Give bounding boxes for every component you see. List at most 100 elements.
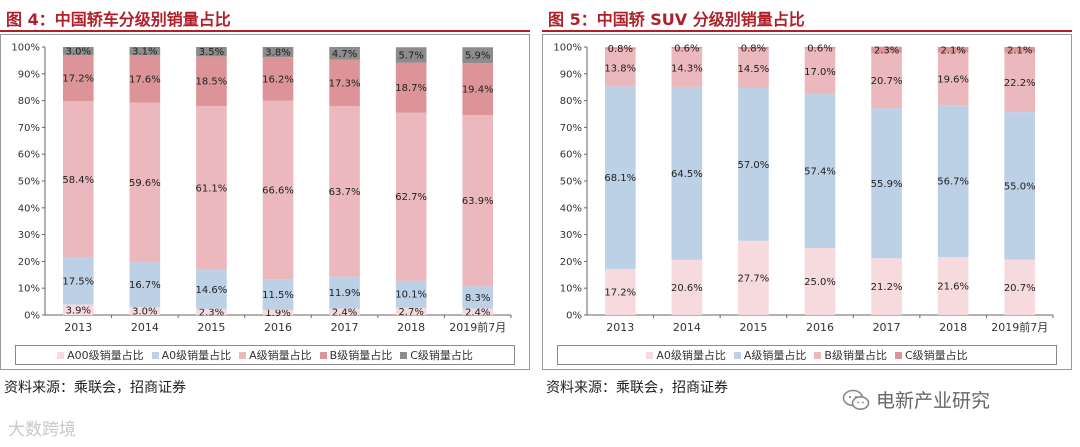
bar-segment — [62, 47, 94, 56]
bar-segment — [129, 47, 161, 56]
bar-segment — [262, 279, 294, 310]
data-label: 55.0% — [1004, 181, 1036, 192]
chart-area: 0% 10% 20% 30% 40% 50% 60% 70% 80% 90% 100% 17.2% 68… — [542, 34, 1072, 370]
data-label: 11.9% — [329, 288, 361, 299]
data-label: 2.3% — [874, 45, 899, 56]
bar-segment — [196, 56, 227, 106]
legend-item: A级销量占比 — [239, 347, 312, 363]
data-label: 0.6% — [674, 43, 699, 54]
y-tick-label: 40% — [18, 203, 40, 214]
y-tick-label: 90% — [18, 69, 40, 80]
data-label: 0.8% — [608, 44, 633, 55]
x-tick-label: 2018 — [939, 321, 967, 334]
sedan-stacked-bar-chart: 0% 10% 20% 30% 40% 50% 60% 70% 80% 90% 100% 3.9% 17.… — [11, 43, 512, 334]
sedan-chart-panel: 图 4：中国轿车分级别销量占比 0% 10% 20% 30% 40% 50% 60% 70% 8… — [0, 0, 535, 447]
legend-label: A级销量占比 — [743, 349, 807, 362]
data-label: 18.7% — [395, 83, 427, 94]
data-label: 57.4% — [804, 167, 836, 178]
data-label: 8.3% — [465, 293, 490, 304]
wechat-watermark: 电新产业研究 — [842, 386, 990, 413]
data-label: 0.6% — [807, 43, 832, 54]
data-label: 21.6% — [937, 282, 969, 293]
y-tick-label: 70% — [560, 123, 582, 134]
bar-segment — [196, 47, 227, 57]
bar-segment — [871, 52, 902, 109]
bar-segment — [62, 257, 94, 305]
data-label: 2.4% — [465, 307, 490, 318]
suv-stacked-bar-chart: 0% 10% 20% 30% 40% 50% 60% 70% 80% 90% 100% 17.2% 68… — [553, 43, 1054, 334]
y-tick-label: 100% — [11, 43, 40, 54]
bar-segment — [738, 88, 769, 241]
data-label: 5.7% — [398, 50, 423, 61]
legend-swatch — [239, 351, 247, 359]
bar-segment — [329, 47, 360, 60]
bar-segment — [462, 286, 494, 309]
x-tick-label: 2019前7月 — [449, 320, 506, 334]
bar-segment — [937, 257, 969, 315]
y-tick-label: 100% — [553, 43, 582, 54]
bar-segment — [871, 108, 902, 259]
x-tick-label: 2013 — [606, 321, 634, 334]
bar-segment — [395, 62, 427, 113]
x-tick-label: 2017 — [873, 321, 901, 334]
legend-swatch — [646, 351, 654, 359]
data-label: 10.1% — [395, 290, 427, 301]
legend-item: A00级销量占比 — [57, 347, 144, 363]
wechat-icon — [842, 389, 870, 410]
data-label: 25.0% — [804, 277, 836, 288]
y-tick-label: 80% — [560, 96, 582, 107]
data-label: 3.9% — [66, 305, 91, 316]
legend-item: C级销量占比 — [894, 347, 968, 363]
legend-swatch — [57, 351, 65, 359]
x-tick-label: 2019前7月 — [991, 320, 1048, 334]
data-label: 62.7% — [395, 192, 427, 203]
data-label: 11.5% — [262, 290, 294, 301]
legend-swatch — [894, 351, 902, 359]
data-label: 3.1% — [132, 47, 157, 58]
source-note: 资料来源：乘联会，招商证券 — [546, 380, 728, 396]
bar-segment — [671, 48, 703, 87]
chart-title: 图 4：中国轿车分级别销量占比 — [6, 10, 231, 29]
data-label: 16.7% — [129, 280, 161, 291]
bar-segment — [395, 112, 427, 281]
bar-segment — [395, 307, 427, 315]
bar-segment — [871, 258, 902, 315]
source-note: 资料来源：乘联会，招商证券 — [4, 380, 186, 396]
bar-segment — [196, 308, 227, 315]
x-tick-label: 2015 — [739, 321, 767, 334]
data-label: 68.1% — [604, 173, 636, 184]
bar-segment — [604, 49, 636, 87]
bar-segment — [804, 248, 836, 315]
y-tick-label: 0% — [566, 311, 582, 322]
data-label: 20.6% — [671, 283, 703, 294]
suv-chart-panel: 图 5：中国轿 SUV 分级别销量占比 0% 10% 20% 30% 40% 50% 60%… — [542, 0, 1077, 447]
y-tick-label: 0% — [24, 311, 40, 322]
y-tick-label: 40% — [560, 203, 582, 214]
bar-segment — [196, 269, 227, 309]
legend-label: A00级销量占比 — [67, 349, 144, 362]
data-label: 59.6% — [129, 178, 161, 189]
legend-swatch — [319, 351, 327, 359]
x-tick-label: 2016 — [264, 321, 292, 334]
bar-segment — [462, 63, 494, 116]
bar-segment — [62, 101, 94, 258]
bar-segment — [462, 308, 494, 315]
bar-segment — [262, 100, 294, 280]
legend-label: A0级销量占比 — [656, 349, 726, 362]
legend-label: A0级销量占比 — [161, 349, 232, 362]
data-label: 55.9% — [871, 179, 903, 190]
bar-segment — [329, 59, 360, 106]
x-tick-label: 2014 — [673, 321, 701, 334]
data-label: 3.0% — [132, 306, 157, 317]
y-tick-label: 60% — [18, 150, 40, 161]
bar-segment — [671, 259, 703, 315]
bar-segment — [462, 115, 494, 287]
data-label: 20.7% — [1004, 283, 1036, 294]
bar-segment — [671, 47, 703, 49]
data-label: 3.8% — [265, 48, 290, 59]
bar-segment — [738, 47, 769, 50]
data-label: 21.2% — [871, 282, 903, 293]
x-tick-label: 2017 — [331, 321, 359, 334]
data-label: 2.3% — [199, 307, 224, 318]
data-label: 27.7% — [738, 273, 770, 284]
